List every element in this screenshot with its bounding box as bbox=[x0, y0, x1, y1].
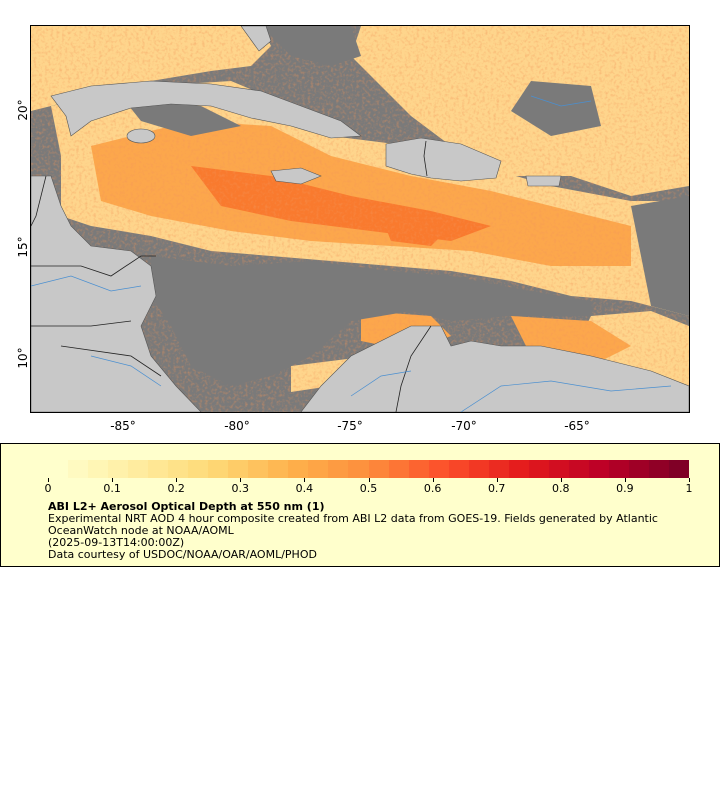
colorbar-tickmark bbox=[496, 478, 498, 482]
colorbar-tick-label: 1 bbox=[685, 482, 693, 495]
florida bbox=[240, 26, 272, 52]
x-tick-85: -85° bbox=[110, 419, 136, 433]
isla-de-la-juventud bbox=[126, 128, 156, 144]
colorbar-segment bbox=[328, 460, 349, 478]
colorbar-segment bbox=[308, 460, 329, 478]
colorbar-segment bbox=[488, 460, 509, 478]
colorbar-segment bbox=[588, 460, 609, 478]
jamaica bbox=[270, 167, 322, 185]
colorbar-tickmark bbox=[624, 478, 626, 482]
colorbar-segment bbox=[628, 460, 649, 478]
colorbar-tick-label: 0.9 bbox=[616, 482, 634, 495]
colorbar-tick-label: 0.7 bbox=[487, 482, 506, 495]
colorbar-segment bbox=[468, 460, 489, 478]
colorbar-segment bbox=[168, 460, 189, 478]
colorbar-segment bbox=[68, 460, 89, 478]
colorbar-segment bbox=[568, 460, 589, 478]
aod-map bbox=[31, 26, 689, 412]
colorbar-segment bbox=[668, 460, 689, 478]
colorbar-segment bbox=[368, 460, 389, 478]
colorbar-segment bbox=[288, 460, 309, 478]
colorbar-tick-label: 0.8 bbox=[552, 482, 570, 495]
colorbar-segment bbox=[248, 460, 269, 478]
colorbar-segment bbox=[528, 460, 549, 478]
x-tick-65: -65° bbox=[564, 419, 590, 433]
x-tick-70: -70° bbox=[451, 419, 477, 433]
legend-timestamp: (2025-09-13T14:00:00Z) bbox=[48, 536, 185, 549]
colorbar-segment bbox=[188, 460, 209, 478]
colorbar-segment bbox=[108, 460, 129, 478]
colorbar-segment bbox=[548, 460, 569, 478]
colorbar-segment bbox=[508, 460, 529, 478]
colorbar-tickmark bbox=[432, 478, 434, 482]
colorbar-segment bbox=[88, 460, 109, 478]
x-tick-80: -80° bbox=[224, 419, 250, 433]
colorbar-tick-label: 0.5 bbox=[359, 482, 378, 495]
legend-credit: Data courtesy of USDOC/NOAA/OAR/AOML/PHO… bbox=[48, 548, 317, 561]
colorbar-segment bbox=[148, 460, 169, 478]
colorbar-tickmark bbox=[304, 478, 306, 482]
puerto-rico bbox=[525, 175, 562, 187]
colorbar-segment bbox=[648, 460, 669, 478]
colorbar-segment bbox=[128, 460, 149, 478]
country-borders bbox=[31, 140, 432, 412]
colorbar-tick-label: 0.1 bbox=[103, 482, 121, 495]
colorbar-tick-label: 0.3 bbox=[231, 482, 250, 495]
colorbar-segment bbox=[408, 460, 429, 478]
map-panel[interactable] bbox=[30, 25, 690, 413]
legend-panel: ABI L2+ Aerosol Optical Depth at 550 nm … bbox=[0, 443, 720, 567]
colorbar-segment bbox=[48, 460, 69, 478]
y-tick-15: 15° bbox=[16, 236, 30, 258]
legend-text: ABI L2+ Aerosol Optical Depth at 550 nm … bbox=[48, 501, 698, 561]
colorbar-segment bbox=[448, 460, 469, 478]
colorbar-segment bbox=[268, 460, 289, 478]
colorbar-segment bbox=[388, 460, 409, 478]
hispaniola bbox=[385, 137, 502, 182]
colorbar-tickmark bbox=[48, 478, 49, 482]
colorbar-segment bbox=[608, 460, 629, 478]
colorbar-tickmark bbox=[560, 478, 562, 482]
central-america bbox=[31, 175, 202, 412]
colorbar-tick-label: 0.4 bbox=[295, 482, 314, 495]
land-masses bbox=[31, 26, 689, 412]
colorbar-segment bbox=[228, 460, 249, 478]
colorbar-segment bbox=[208, 460, 229, 478]
colorbar bbox=[48, 460, 689, 478]
x-tick-75: -75° bbox=[337, 419, 363, 433]
colorbar-tick-label: 0.2 bbox=[167, 482, 185, 495]
colorbar-tick-label: 0 bbox=[44, 482, 52, 495]
legend-description: Experimental NRT AOD 4 hour composite cr… bbox=[48, 512, 658, 537]
colorbar-segment bbox=[348, 460, 369, 478]
colorbar-segment bbox=[428, 460, 449, 478]
colorbar-tickmark bbox=[112, 478, 114, 482]
colorbar-tickmark bbox=[240, 478, 242, 482]
y-tick-10: 10° bbox=[16, 347, 30, 369]
rivers bbox=[31, 95, 672, 412]
colorbar-tick-label: 0.6 bbox=[423, 482, 442, 495]
colorbar-tickmark bbox=[176, 478, 178, 482]
cuba bbox=[50, 80, 362, 139]
colorbar-tickmark bbox=[689, 478, 690, 482]
y-tick-20: 20° bbox=[16, 99, 30, 121]
colorbar-tickmark bbox=[368, 478, 370, 482]
legend-title: ABI L2+ Aerosol Optical Depth at 550 nm … bbox=[48, 500, 325, 513]
south-america bbox=[300, 325, 689, 412]
